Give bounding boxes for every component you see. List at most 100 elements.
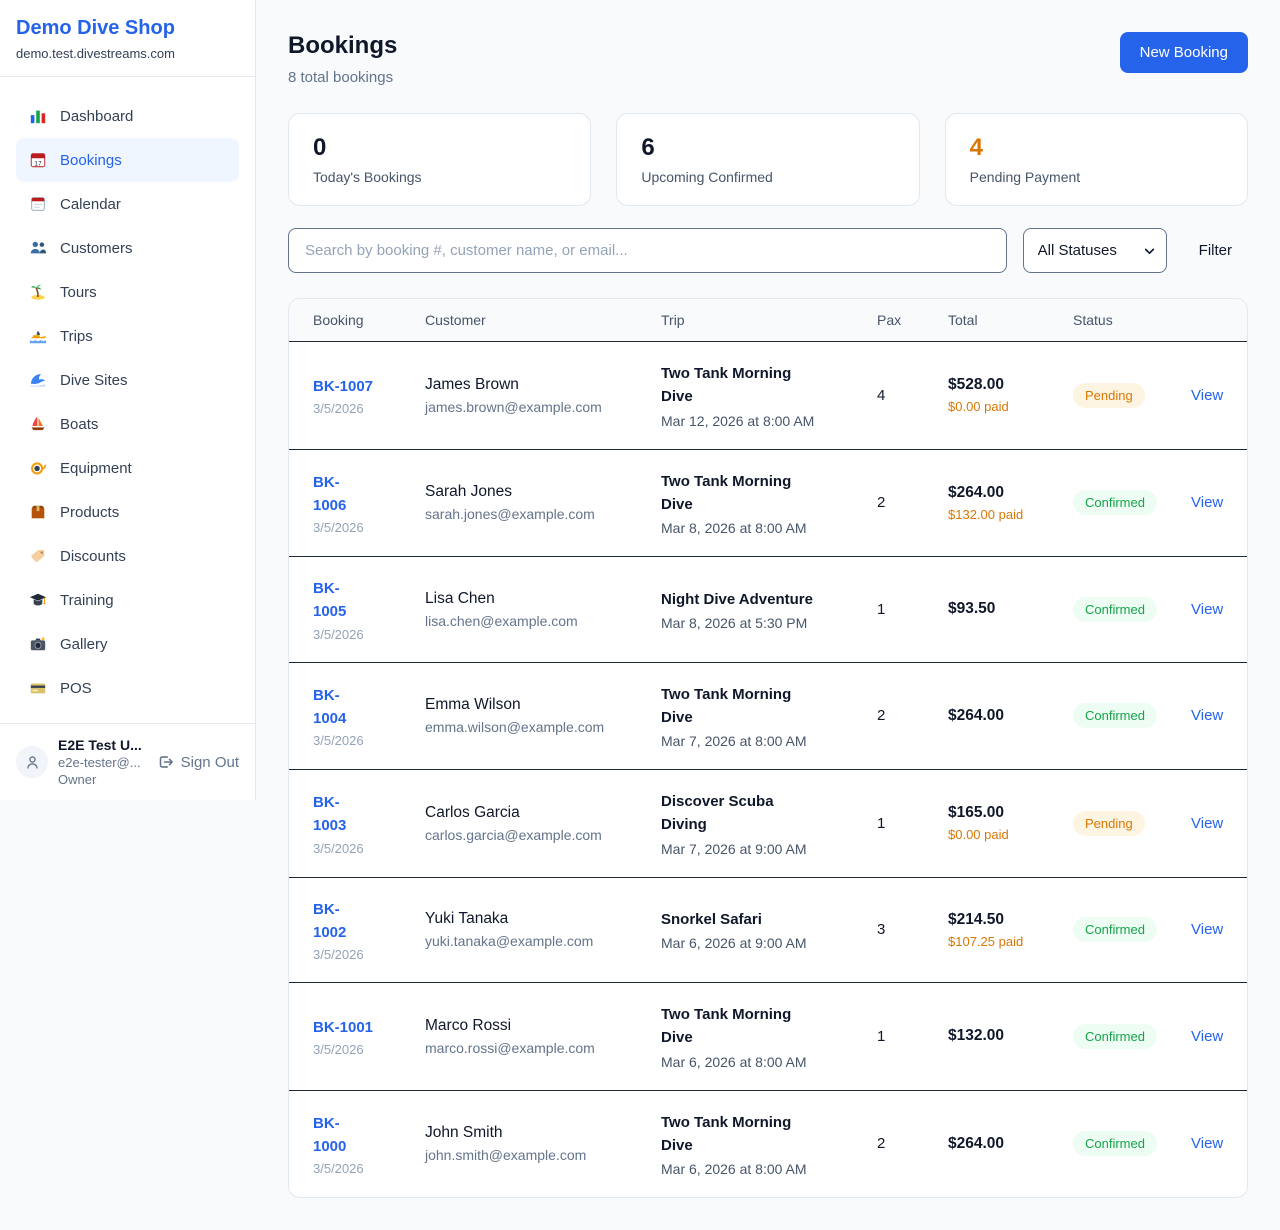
filter-button[interactable]: Filter — [1183, 232, 1248, 269]
booking-date: 3/5/2026 — [313, 400, 364, 416]
booking-id-link[interactable]: BK-1007 — [313, 377, 374, 395]
trip-name: Two Tank Morning Dive — [661, 1113, 792, 1154]
pax-cell: 2 — [877, 494, 886, 512]
booking-id-link[interactable]: BK- 1002 — [313, 900, 347, 941]
sidebar-item-label: Discounts — [60, 547, 126, 565]
total-amount: $132.00 — [948, 1027, 1005, 1045]
sidebar-item-dashboard[interactable]: Dashboard — [16, 94, 239, 138]
customer-cell: Yuki Tanaka yuki.tanaka@example.com — [425, 910, 661, 949]
sidebar-item-label: Bookings — [60, 151, 122, 169]
sidebar-item-trips[interactable]: Trips — [16, 314, 239, 358]
actions-cell: View — [1191, 815, 1223, 832]
amount-paid: $132.00 paid — [948, 506, 1024, 522]
customer-email: sarah.jones@example.com — [425, 506, 595, 523]
total-cell: $214.50 $107.25 paid — [948, 911, 1073, 949]
sidebar-item-bookings[interactable]: 17 Bookings — [16, 138, 239, 182]
wave-icon — [28, 370, 48, 390]
sidebar-item-label: Training — [60, 591, 114, 609]
new-booking-button[interactable]: New Booking — [1119, 32, 1248, 73]
total-amount: $214.50 — [948, 910, 1005, 928]
trip-datetime: Mar 12, 2026 at 8:00 AM — [661, 412, 815, 429]
col-header-pax: Pax — [877, 312, 902, 328]
sidebar-item-boats[interactable]: Boats — [16, 402, 239, 446]
sidebar-item-pos[interactable]: POS — [16, 666, 239, 710]
booking-id-link[interactable]: BK-1001 — [313, 1018, 374, 1036]
table-row: BK-1001 3/5/2026 Marco Rossi marco.rossi… — [289, 983, 1247, 1091]
sidebar-item-calendar[interactable]: Calendar — [16, 182, 239, 226]
pax-cell: 2 — [877, 1135, 886, 1153]
status-badge: Confirmed — [1073, 490, 1157, 516]
trip-datetime: Mar 8, 2026 at 5:30 PM — [661, 614, 808, 631]
pax-cell: 1 — [877, 1027, 886, 1045]
camera-icon — [28, 634, 48, 654]
booking-cell: BK- 1005 3/5/2026 — [313, 577, 425, 642]
view-link[interactable]: View — [1191, 814, 1224, 832]
pax-cell: 1 — [877, 814, 886, 832]
view-link[interactable]: View — [1191, 494, 1224, 512]
sidebar-item-dive-sites[interactable]: Dive Sites — [16, 358, 239, 402]
sidebar-item-label: POS — [60, 679, 92, 697]
total-amount: $93.50 — [948, 600, 996, 618]
trip-cell: Discover Scuba Diving Mar 7, 2026 at 9:0… — [661, 790, 877, 857]
sidebar-nav: Dashboard 17 Bookings Calendar Customers Tour… — [0, 77, 255, 723]
view-link[interactable]: View — [1191, 1135, 1224, 1153]
pax-cell: 3 — [877, 921, 886, 939]
island-icon — [28, 282, 48, 302]
col-header-status: Status — [1073, 312, 1113, 328]
booking-cell: BK- 1003 3/5/2026 — [313, 791, 425, 856]
col-header-customer: Customer — [425, 312, 486, 328]
filter-row: All Statuses Filter — [288, 228, 1248, 273]
view-link[interactable]: View — [1191, 707, 1224, 725]
booking-id-link[interactable]: BK- 1004 — [313, 686, 347, 727]
table-row: BK- 1004 3/5/2026 Emma Wilson emma.wilson… — [289, 663, 1247, 770]
view-link[interactable]: View — [1191, 921, 1224, 939]
sign-out-button[interactable]: Sign Out — [156, 753, 239, 771]
customer-name: John Smith — [425, 1124, 503, 1142]
total-amount: $264.00 — [948, 706, 1005, 724]
trip-datetime: Mar 7, 2026 at 9:00 AM — [661, 840, 807, 857]
booking-cell: BK- 1002 3/5/2026 — [313, 898, 425, 963]
credit-card-icon — [28, 678, 48, 698]
total-cell: $264.00 — [948, 1135, 1073, 1153]
page-title: Bookings — [288, 32, 398, 59]
view-link[interactable]: View — [1191, 600, 1224, 618]
search-input[interactable] — [288, 228, 1007, 273]
stat-value: 4 — [969, 134, 984, 161]
user-role: Owner — [58, 772, 97, 787]
booking-cell: BK- 1000 3/5/2026 — [313, 1112, 425, 1177]
sidebar-item-products[interactable]: Products — [16, 490, 239, 534]
view-link[interactable]: View — [1191, 1027, 1224, 1045]
stats-row: 0 Today's Bookings 6 Upcoming Confirmed 4 Pen… — [288, 113, 1248, 206]
user-card: E2E Test U... e2e-tester@... Owner Sign … — [0, 723, 255, 800]
booking-cell: BK- 1006 3/5/2026 — [313, 471, 425, 536]
total-cell: $132.00 — [948, 1027, 1073, 1045]
bar-chart-icon — [28, 106, 48, 126]
view-link[interactable]: View — [1191, 386, 1224, 404]
booking-id-link[interactable]: BK- 1000 — [313, 1114, 347, 1155]
user-email: e2e-tester@... — [58, 755, 141, 770]
sidebar-item-tours[interactable]: Tours — [16, 270, 239, 314]
trip-name: Two Tank Morning Dive — [661, 685, 792, 726]
sidebar-item-label: Dashboard — [60, 107, 134, 125]
booking-id-link[interactable]: BK- 1006 — [313, 473, 347, 514]
stat-value: 6 — [641, 134, 655, 161]
actions-cell: View — [1191, 601, 1223, 618]
total-cell: $165.00 $0.00 paid — [948, 804, 1073, 842]
sidebar-item-equipment[interactable]: Equipment — [16, 446, 239, 490]
sidebar-item-discounts[interactable]: Discounts — [16, 534, 239, 578]
status-select[interactable]: All Statuses — [1022, 228, 1167, 273]
customer-email: yuki.tanaka@example.com — [425, 933, 594, 950]
stat-card-pending-payment: 4 Pending Payment — [944, 113, 1248, 206]
booking-id-link[interactable]: BK- 1005 — [313, 580, 347, 621]
sidebar-item-training[interactable]: Training — [16, 578, 239, 622]
trip-name: Two Tank Morning Dive — [661, 365, 792, 406]
col-header-trip: Trip — [661, 312, 685, 328]
avatar — [16, 746, 48, 778]
sign-out-icon — [159, 756, 173, 768]
page-title-block: Bookings 8 total bookings — [288, 32, 397, 86]
sidebar-item-gallery[interactable]: Gallery — [16, 622, 239, 666]
user-info: E2E Test U... e2e-tester@... Owner — [58, 737, 146, 787]
booking-id-link[interactable]: BK- 1003 — [313, 794, 347, 835]
sidebar-item-customers[interactable]: Customers — [16, 226, 239, 270]
customer-name: Yuki Tanaka — [425, 910, 509, 928]
